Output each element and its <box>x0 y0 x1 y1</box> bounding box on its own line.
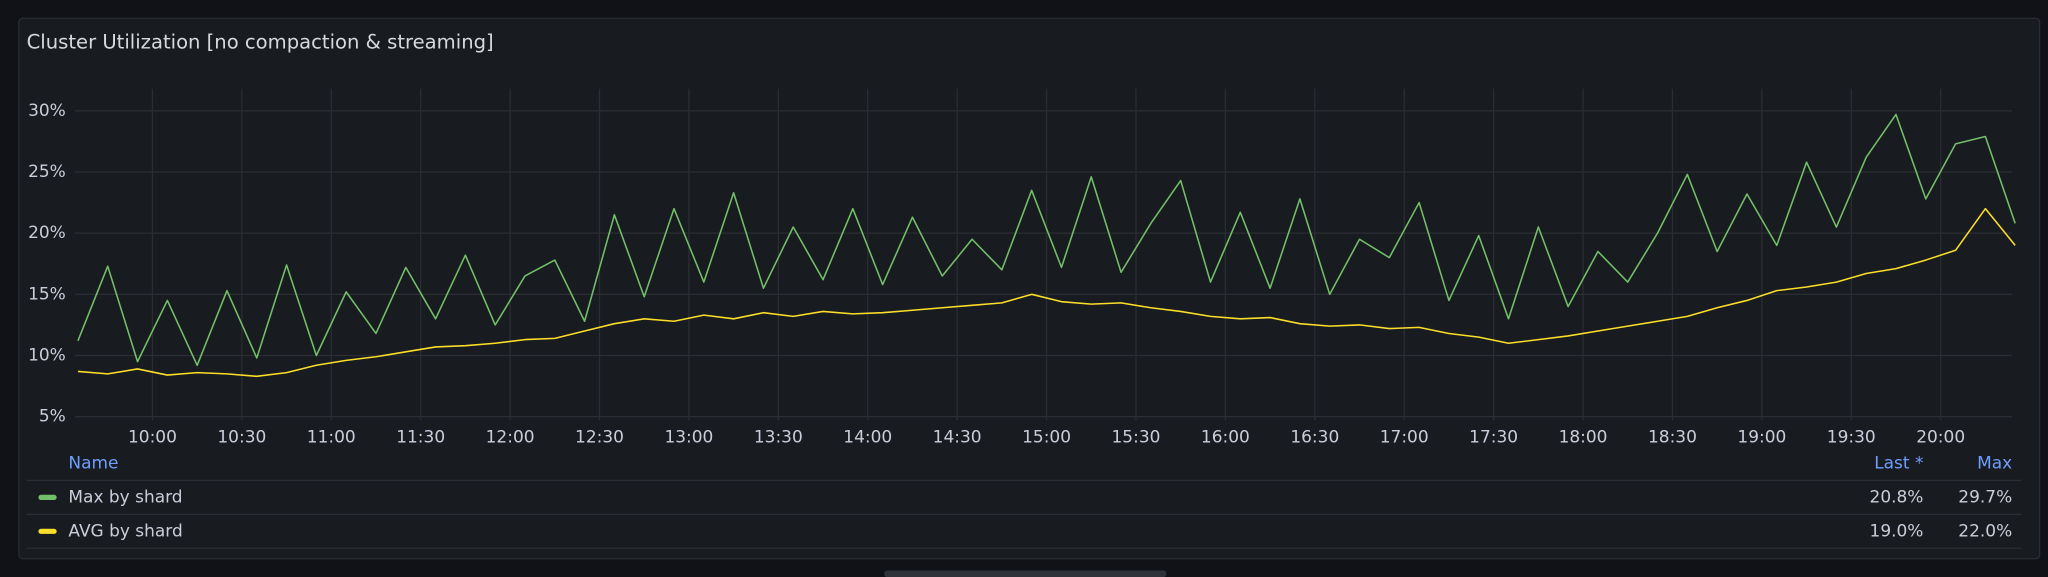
y-tick-label: 10% <box>28 346 66 366</box>
x-tick-label: 17:00 <box>1380 427 1429 447</box>
series-line <box>77 207 2016 378</box>
x-tick-label: 12:00 <box>486 427 535 447</box>
panel <box>18 17 2041 560</box>
legend-max: 22.0% <box>1958 521 2012 541</box>
x-tick-label: 15:30 <box>1112 427 1161 447</box>
scrollbar[interactable] <box>884 570 1167 577</box>
y-tick-label: 20% <box>28 223 66 243</box>
legend-last: 19.0% <box>1870 521 1924 541</box>
x-tick-label: 16:30 <box>1290 427 1339 447</box>
legend-last: 20.8% <box>1870 487 1924 507</box>
x-tick-label: 13:00 <box>664 427 713 447</box>
panel-title: Cluster Utilization [no compaction & str… <box>27 31 494 54</box>
legend-name: AVG by shard <box>68 521 182 541</box>
x-tick-label: 12:30 <box>575 427 624 447</box>
y-tick-label: 5% <box>39 407 66 427</box>
x-tick-label: 13:30 <box>754 427 803 447</box>
x-tick-label: 10:30 <box>217 427 266 447</box>
x-tick-label: 10:00 <box>128 427 177 447</box>
x-tick-label: 11:00 <box>307 427 356 447</box>
x-tick-label: 19:30 <box>1827 427 1876 447</box>
x-tick-label: 17:30 <box>1469 427 1518 447</box>
x-tick-label: 19:00 <box>1737 427 1786 447</box>
legend-header: Max <box>1977 453 2012 473</box>
x-tick-label: 14:30 <box>933 427 982 447</box>
legend-swatch <box>38 494 57 500</box>
series-line <box>77 113 2016 367</box>
x-tick-label: 18:00 <box>1559 427 1608 447</box>
x-tick-label: 14:00 <box>843 427 892 447</box>
y-tick-label: 30% <box>28 101 66 121</box>
x-tick-label: 20:00 <box>1916 427 1965 447</box>
x-tick-label: 16:00 <box>1201 427 1250 447</box>
y-tick-label: 15% <box>28 284 66 304</box>
x-tick-label: 11:30 <box>396 427 445 447</box>
x-tick-label: 15:00 <box>1022 427 1071 447</box>
legend-swatch <box>38 528 57 534</box>
legend-header: Last * <box>1874 453 1923 473</box>
legend-header: Name <box>68 453 118 473</box>
y-tick-label: 25% <box>28 162 66 182</box>
legend-max: 29.7% <box>1958 487 2012 507</box>
legend-name: Max by shard <box>68 487 182 507</box>
x-tick-label: 18:30 <box>1648 427 1697 447</box>
